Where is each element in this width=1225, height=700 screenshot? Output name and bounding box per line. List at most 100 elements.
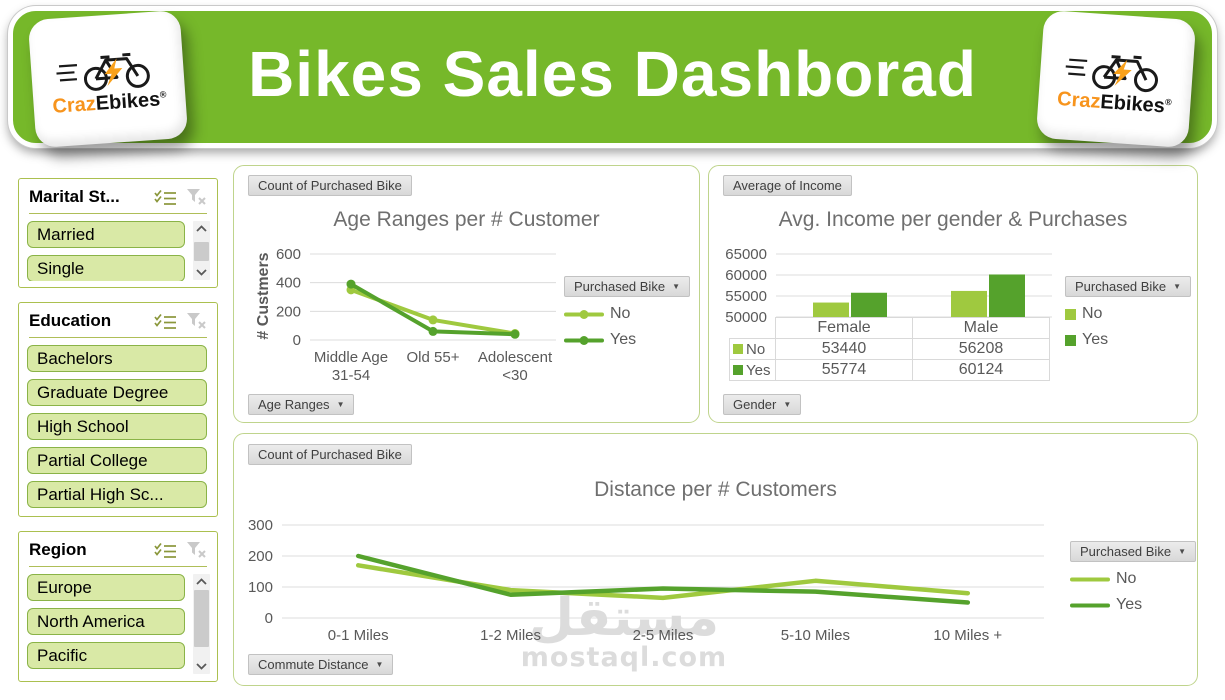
- slicer-item-high-school[interactable]: High School: [27, 413, 207, 440]
- slicer-item-bachelors[interactable]: Bachelors: [27, 345, 207, 372]
- svg-text:200: 200: [248, 548, 273, 565]
- income-chart: 50000 55000 60000 65000: [725, 246, 1052, 326]
- yes-line-swatch: [564, 335, 604, 345]
- slicer-item-north-america[interactable]: North America: [27, 608, 185, 635]
- divider: [29, 566, 207, 567]
- legend-item-yes[interactable]: Yes: [1065, 331, 1191, 349]
- svg-text:65000: 65000: [725, 246, 767, 263]
- scrollbar-thumb[interactable]: [194, 590, 209, 647]
- legend-item-no[interactable]: No: [1070, 570, 1196, 588]
- slicer-scrollbar[interactable]: [193, 221, 210, 280]
- svg-text:0: 0: [265, 610, 273, 627]
- purchased-bike-legend-button[interactable]: Purchased Bike: [1070, 541, 1196, 562]
- scroll-up-button[interactable]: [193, 221, 210, 236]
- table-header-female: Female: [775, 317, 913, 339]
- table-value-cell: 55774: [775, 359, 913, 381]
- svg-text:60000: 60000: [725, 267, 767, 284]
- clear-filter-icon[interactable]: [187, 312, 207, 330]
- distance-chart: 0 100 200 300 0-1 Miles 1-2 Miles 2-5 Miles 5-1…: [248, 517, 1044, 644]
- slicer-marital-status: Marital St... Married Single: [18, 178, 218, 288]
- yes-line-swatch: [1070, 603, 1110, 607]
- legend-item-yes[interactable]: Yes: [564, 331, 690, 349]
- slicer-education: Education Bachelors Graduate Degree High S…: [18, 302, 218, 517]
- crazebikes-logo-left: CrazEbikes®: [27, 9, 189, 149]
- slicer-scrollbar[interactable]: [193, 574, 210, 674]
- scroll-up-button[interactable]: [193, 574, 210, 589]
- svg-text:100: 100: [248, 579, 273, 596]
- multiselect-icon[interactable]: [154, 313, 178, 330]
- slicer-region: Region Europe North America Pacific: [18, 531, 218, 682]
- svg-text:Old 55+: Old 55+: [407, 349, 460, 366]
- crazebikes-logo-right: CrazEbikes®: [1035, 9, 1197, 149]
- table-header-male: Male: [912, 317, 1050, 339]
- svg-text:0-1 Miles: 0-1 Miles: [328, 627, 389, 644]
- slicer-item-single[interactable]: Single: [27, 255, 185, 281]
- bike-icon: [56, 52, 150, 91]
- multiselect-icon[interactable]: [154, 542, 178, 559]
- no-line-swatch: [1070, 577, 1110, 581]
- gender-axis-button[interactable]: Gender: [723, 394, 802, 415]
- slicer-item-graduate-degree[interactable]: Graduate Degree: [27, 379, 207, 406]
- slicer-item-europe[interactable]: Europe: [27, 574, 185, 601]
- svg-text:600: 600: [276, 246, 301, 263]
- slicer-title: Education: [29, 311, 112, 330]
- distance-chart-legend: Purchased Bike No Yes: [1070, 541, 1196, 614]
- svg-text:50000: 50000: [725, 309, 767, 326]
- scroll-down-button[interactable]: [193, 659, 210, 674]
- divider: [29, 213, 207, 214]
- svg-text:400: 400: [276, 275, 301, 292]
- slicer-item-pacific[interactable]: Pacific: [27, 642, 185, 669]
- age-chart-title: Age Ranges per # Customer: [333, 208, 600, 231]
- svg-text:Adolescent<30: Adolescent <30: [478, 349, 553, 384]
- slicer-title: Marital St...: [29, 187, 120, 206]
- income-chart-legend: Purchased Bike No Yes: [1065, 276, 1191, 349]
- commute-distance-axis-button[interactable]: Commute Distance: [248, 654, 394, 675]
- panel-income: Average of Income Avg. Income per gender…: [708, 165, 1198, 423]
- table-value-cell: 60124: [912, 359, 1050, 381]
- legend-item-no[interactable]: No: [1065, 305, 1191, 323]
- svg-text:2-5 Miles: 2-5 Miles: [633, 627, 694, 644]
- slicer-item-married[interactable]: Married: [27, 221, 185, 248]
- clear-filter-icon[interactable]: [187, 188, 207, 206]
- no-line-swatch: [564, 309, 604, 319]
- divider: [29, 337, 207, 338]
- count-of-purchased-bike-button[interactable]: Count of Purchased Bike: [248, 444, 412, 465]
- clear-filter-icon[interactable]: [187, 541, 207, 559]
- purchased-bike-legend-button[interactable]: Purchased Bike: [1065, 276, 1191, 297]
- table-row-label-yes: Yes: [729, 359, 776, 381]
- svg-text:10 Miles +: 10 Miles +: [933, 627, 1002, 644]
- slicer-title: Region: [29, 540, 87, 559]
- legend-item-yes[interactable]: Yes: [1070, 596, 1196, 614]
- svg-text:0: 0: [293, 332, 301, 349]
- slicer-item-partial-college[interactable]: Partial College: [27, 447, 207, 474]
- panel-distance: مستقل mostaql.com Count of Purchased Bik…: [233, 433, 1198, 686]
- table-value-cell: 56208: [912, 338, 1050, 360]
- scroll-down-button[interactable]: [193, 265, 210, 280]
- no-square-swatch: [733, 344, 743, 354]
- age-chart-y-axis-label: # Custmers: [255, 252, 272, 340]
- age-ranges-axis-button[interactable]: Age Ranges: [248, 394, 355, 415]
- income-chart-title: Avg. Income per gender & Purchases: [778, 208, 1128, 231]
- multiselect-icon[interactable]: [154, 189, 178, 206]
- table-value-cell: 53440: [775, 338, 913, 360]
- bike-icon: [1065, 55, 1158, 93]
- svg-text:1-2 Miles: 1-2 Miles: [480, 627, 541, 644]
- yes-square-swatch: [1065, 334, 1076, 346]
- legend-item-no[interactable]: No: [564, 305, 690, 323]
- distance-chart-title: Distance per # Customers: [594, 478, 837, 501]
- svg-text:5-10 Miles: 5-10 Miles: [781, 627, 850, 644]
- scrollbar-thumb[interactable]: [194, 242, 209, 261]
- svg-text:55000: 55000: [725, 288, 767, 305]
- svg-text:300: 300: [248, 517, 273, 534]
- average-of-income-button[interactable]: Average of Income: [723, 175, 852, 196]
- purchased-bike-legend-button[interactable]: Purchased Bike: [564, 276, 690, 297]
- no-square-swatch: [1065, 308, 1076, 320]
- header-banner: Bikes Sales Dashborad: [8, 6, 1217, 148]
- svg-text:200: 200: [276, 303, 301, 320]
- age-ranges-chart: 0 200 400 600 Middle Age 31-54 Old 55+ Adolesce…: [276, 246, 556, 384]
- table-row-label-no: No: [729, 338, 776, 360]
- count-of-purchased-bike-button[interactable]: Count of Purchased Bike: [248, 175, 412, 196]
- slicer-item-partial-high-sc[interactable]: Partial High Sc...: [27, 481, 207, 508]
